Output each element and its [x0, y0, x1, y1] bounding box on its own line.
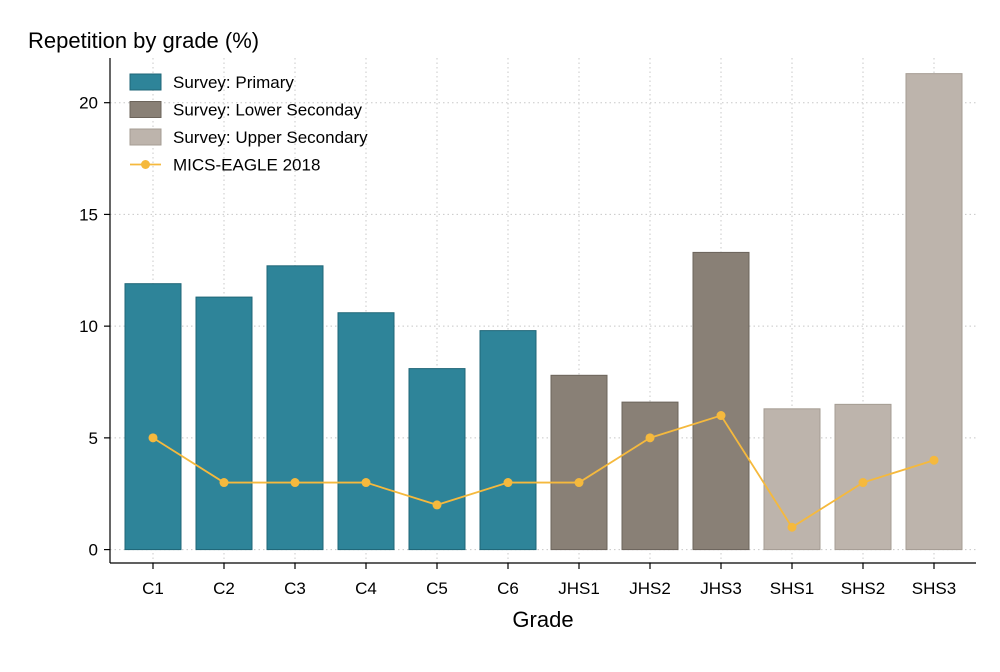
x-tick-label-jhs2: JHS2 [629, 579, 671, 598]
point-jhs3 [716, 411, 726, 421]
y-tick-label: 20 [79, 94, 98, 113]
bar-shs3 [905, 73, 963, 551]
bar-jhs1 [550, 374, 608, 551]
point-c6 [503, 478, 513, 488]
point-c2 [219, 478, 229, 488]
point-c1 [148, 433, 158, 443]
point-c5 [432, 500, 442, 510]
point-jhs1 [574, 478, 584, 488]
legend-marker [141, 160, 150, 169]
axes: 0 5 10 15 20 C1 C2 C3 C4 C5 C6 JHS1 JHS2 JHS3 SHS1 SHS2… [79, 58, 976, 598]
legend-swatch [129, 73, 162, 91]
bars [124, 73, 963, 551]
point-shs3 [929, 455, 939, 465]
bar-c5 [408, 368, 466, 551]
legend-swatch [129, 128, 162, 146]
x-tick-label-c3: C3 [284, 579, 306, 598]
x-tick-label-c6: C6 [497, 579, 519, 598]
legend-swatch [129, 101, 162, 118]
y-tick-label: 10 [79, 317, 98, 336]
bar-c4 [337, 312, 395, 551]
x-tick-label-jhs1: JHS1 [558, 579, 600, 598]
point-shs2 [858, 478, 868, 488]
legend-label: MICS-EAGLE 2018 [173, 156, 320, 175]
point-jhs2 [645, 433, 655, 443]
x-tick-label-jhs3: JHS3 [700, 579, 742, 598]
point-c3 [290, 478, 300, 488]
bar-c6 [479, 330, 537, 551]
point-shs1 [787, 522, 797, 532]
x-tick-label-c1: C1 [142, 579, 164, 598]
x-axis-title: Grade [512, 607, 573, 632]
x-tick-label-c2: C2 [213, 579, 235, 598]
x-tick-label-shs2: SHS2 [841, 579, 885, 598]
line-series [148, 411, 939, 532]
y-axis-title: Repetition by grade (%) [28, 28, 259, 53]
x-tick-label-c4: C4 [355, 579, 377, 598]
bar-c1 [124, 283, 182, 551]
x-tick-label-c5: C5 [426, 579, 448, 598]
bar-c3 [266, 265, 324, 551]
legend-label: Survey: Lower Seconday [173, 101, 362, 120]
y-tick-label: 15 [79, 205, 98, 224]
x-tick-label-shs1: SHS1 [770, 579, 814, 598]
y-tick-label: 5 [89, 429, 98, 448]
line-mics-eagle [152, 414, 935, 529]
x-tick-label-shs3: SHS3 [912, 579, 956, 598]
y-tick-label: 0 [89, 541, 98, 560]
bar-jhs2 [621, 401, 679, 551]
legend-label: Survey: Upper Secondary [173, 128, 368, 147]
legend-label: Survey: Primary [173, 73, 294, 92]
point-c4 [361, 478, 371, 488]
legend: Survey: Primary Survey: Lower Seconday Sur… [129, 73, 368, 175]
bar-jhs3 [692, 251, 750, 551]
bar-c2 [195, 296, 253, 551]
